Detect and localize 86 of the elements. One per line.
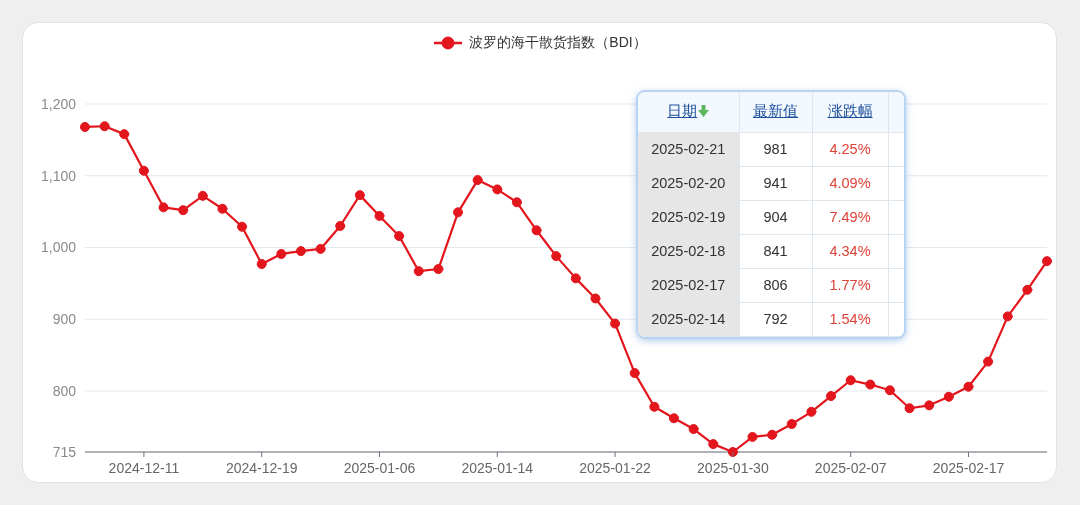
- category-label: 2025-02-20: [651, 175, 726, 191]
- point: [197, 190, 208, 201]
- point: [472, 175, 483, 186]
- point: [80, 121, 90, 132]
- data-label: 1.54%: [812, 302, 888, 336]
- category-label: 2025-02-21: [651, 141, 726, 157]
- category-label: 2025-02-14: [651, 311, 726, 327]
- point: [1042, 256, 1052, 267]
- data-label: 841: [739, 234, 812, 268]
- y-tick-label: 900: [52, 311, 77, 328]
- y-tick-label: 715: [52, 443, 77, 460]
- category-label: 2025-02-18: [651, 243, 726, 259]
- point: [590, 293, 601, 304]
- text: 涨跌幅: [827, 103, 873, 120]
- point: [295, 246, 306, 257]
- data-label: 4.34%: [812, 234, 888, 268]
- x-tick-label: 2025-01-22: [579, 460, 652, 476]
- point: [1002, 311, 1013, 322]
- point: [943, 391, 954, 402]
- series-label: 最新值: [753, 103, 798, 120]
- category-label: 2025-02-17: [651, 277, 726, 293]
- data-label: 4.09%: [812, 166, 888, 200]
- point: [256, 259, 267, 270]
- x-tick-label: 2025-01-14: [461, 460, 534, 476]
- point: [826, 391, 837, 402]
- point: [806, 406, 817, 417]
- y-tick-label: 1,200: [40, 95, 77, 112]
- data-label: 4.25%: [812, 132, 888, 166]
- text: 日期: [667, 103, 698, 120]
- point: [119, 129, 130, 140]
- x-tick-label: 2025-01-06: [343, 460, 416, 476]
- point: [99, 121, 110, 132]
- point: [727, 447, 738, 457]
- point: [158, 202, 169, 213]
- data-label: 792: [739, 302, 812, 336]
- point: [276, 248, 287, 259]
- point: [845, 375, 856, 386]
- point: [629, 368, 640, 379]
- data-label: 904: [739, 200, 812, 234]
- point: [649, 401, 660, 412]
- point: [551, 251, 562, 262]
- point: [924, 400, 935, 411]
- point: [354, 190, 365, 201]
- point: [570, 273, 581, 284]
- point: [767, 429, 778, 440]
- point: [865, 379, 876, 390]
- point: [963, 381, 974, 392]
- point: [453, 207, 464, 218]
- point: [531, 225, 542, 236]
- point: [708, 439, 719, 450]
- category-label: 2025-02-19: [651, 209, 726, 225]
- y-tick-label: 800: [52, 382, 77, 399]
- point: [884, 385, 895, 396]
- x-tick-label: 2024-12-19: [225, 460, 298, 476]
- point: [335, 220, 346, 231]
- point: [394, 231, 405, 242]
- point: [786, 419, 797, 430]
- data-label: 981: [739, 132, 812, 166]
- data-label: 7.49%: [812, 200, 888, 234]
- legend-label: 波罗的海干散货指数（BDI）: [469, 34, 647, 52]
- point: [610, 318, 621, 329]
- point: [904, 403, 915, 414]
- point: [217, 203, 228, 214]
- x-tick-label: 2024-12-11: [108, 460, 180, 476]
- point: [688, 424, 699, 435]
- point: [237, 221, 248, 232]
- point: [413, 266, 424, 277]
- point: [315, 243, 326, 254]
- point: [374, 210, 385, 221]
- x-tick-label: 2025-02-17: [932, 460, 1005, 476]
- point: [492, 184, 503, 195]
- point: [668, 413, 679, 424]
- point: [433, 264, 444, 275]
- data-label: 941: [739, 166, 812, 200]
- point: [1022, 284, 1033, 295]
- x-tick-label: 2025-01-30: [697, 460, 769, 476]
- y-tick-label: 1,000: [40, 239, 77, 256]
- point: [138, 165, 149, 176]
- data-label: 806: [739, 268, 812, 302]
- x-tick-label: 2025-02-07: [814, 460, 887, 476]
- point: [511, 197, 522, 208]
- point: [747, 431, 758, 442]
- point: [178, 205, 189, 216]
- point: [983, 356, 994, 367]
- y-tick-label: 1,100: [40, 167, 77, 184]
- data-label: 1.77%: [812, 268, 888, 302]
